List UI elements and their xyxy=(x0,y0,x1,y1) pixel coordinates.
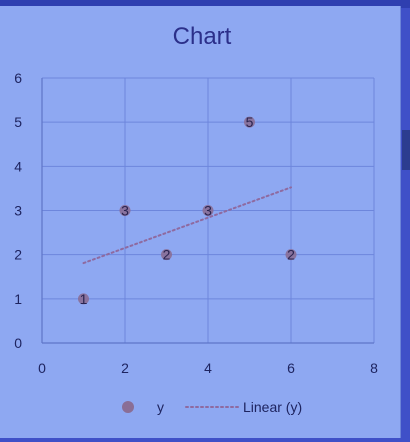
data-point-3 xyxy=(202,205,214,216)
legend-marker-y xyxy=(122,401,134,413)
y-tick-label-2: 2 xyxy=(14,247,22,263)
x-tick-label-2: 4 xyxy=(204,360,212,376)
x-tick-label-3: 6 xyxy=(287,360,295,376)
y-tick-label-5: 5 xyxy=(14,114,22,130)
legend: y Linear (y) xyxy=(122,399,302,415)
x-tick-label-1: 2 xyxy=(121,360,129,376)
legend-label-y: y xyxy=(157,399,164,415)
data-label-5: 2 xyxy=(287,247,295,263)
chart-card[interactable]: Chart 0 2 4 6 8 0 1 2 3 4 5 6 1 3 2 3 5 2 y Linear (y) xyxy=(0,6,401,438)
data-label-1: 3 xyxy=(121,203,129,219)
chart-title: Chart xyxy=(173,23,232,50)
data-point-1 xyxy=(119,205,131,216)
window-top-band xyxy=(0,0,410,8)
data-label-0: 1 xyxy=(80,291,88,307)
scatter-chart[interactable]: Chart 0 2 4 6 8 0 1 2 3 4 5 6 1 3 2 3 5 2 y Linear (y) xyxy=(0,6,400,438)
window-side-tab xyxy=(402,130,410,170)
x-tick-label-0: 0 xyxy=(38,360,46,376)
y-tick-label-0: 0 xyxy=(14,335,22,351)
data-point-5 xyxy=(285,249,297,261)
data-point-4 xyxy=(244,116,255,128)
y-tick-label-1: 1 xyxy=(14,291,22,307)
y-axis-ticks: 0 1 2 3 4 5 6 xyxy=(14,70,22,351)
y-tick-label-4: 4 xyxy=(14,158,22,174)
y-tick-label-6: 6 xyxy=(14,70,22,86)
data-point-0 xyxy=(78,293,89,305)
y-tick-label-3: 3 xyxy=(14,203,22,219)
trendline xyxy=(82,186,292,265)
data-points: 1 3 2 3 5 2 xyxy=(78,114,297,307)
gridlines xyxy=(41,77,375,344)
data-label-2: 2 xyxy=(163,247,171,263)
x-tick-label-4: 8 xyxy=(370,360,378,376)
trendline-group xyxy=(82,186,292,265)
data-point-2 xyxy=(161,249,172,261)
x-axis-ticks: 0 2 4 6 8 xyxy=(38,360,378,376)
legend-label-trendline: Linear (y) xyxy=(243,399,302,415)
data-label-4: 5 xyxy=(246,114,254,130)
data-label-3: 3 xyxy=(204,203,212,219)
